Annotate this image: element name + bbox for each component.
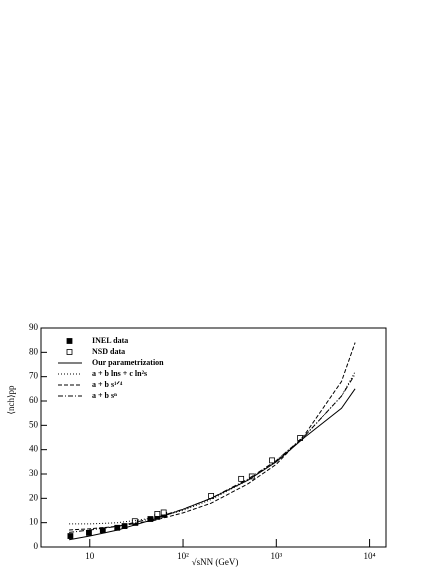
y-tick-label: 40 — [29, 444, 39, 454]
y-tick-label: 50 — [29, 419, 39, 429]
y-tick-label: 60 — [29, 395, 39, 405]
data-point — [67, 533, 74, 539]
legend-marker — [66, 338, 73, 344]
legend-label: a + b sⁿ — [92, 391, 117, 400]
legend-label: Our parametrization — [92, 358, 164, 367]
x-tick-label: 10³ — [270, 551, 282, 561]
y-tick-label: 90 — [29, 322, 39, 332]
legend-label: NSD data — [92, 347, 125, 356]
plot-frame — [40, 327, 387, 548]
data-point — [154, 511, 161, 517]
data-point — [121, 523, 128, 529]
y-tick-label: 70 — [29, 371, 39, 381]
y-tick-label: 0 — [34, 541, 39, 551]
y-axis-label: ⟨nch⟩pp — [6, 385, 16, 415]
legend-label: INEL data — [92, 336, 128, 345]
data-point — [86, 529, 92, 536]
curve — [69, 342, 356, 531]
legend-marker — [66, 349, 73, 355]
x-tick-label: 10² — [177, 551, 189, 561]
data-point — [160, 509, 167, 516]
x-axis-label: √sNN (GeV) — [192, 557, 239, 567]
x-tick-label: 10 — [85, 551, 95, 561]
legend-label: a + b lns + c ln²s — [92, 369, 147, 378]
curve — [69, 373, 356, 533]
y-tick-label: 80 — [29, 346, 39, 356]
x-tick-label: 10⁴ — [364, 551, 376, 561]
y-tick-label: 10 — [29, 517, 39, 527]
data-point — [269, 457, 275, 464]
y-tick-label: 30 — [29, 468, 39, 478]
legend-label: a + b s¹ᐟ⁴ — [92, 380, 123, 389]
data-point — [238, 475, 245, 482]
y-tick-label: 20 — [29, 492, 39, 502]
curve — [69, 388, 356, 541]
